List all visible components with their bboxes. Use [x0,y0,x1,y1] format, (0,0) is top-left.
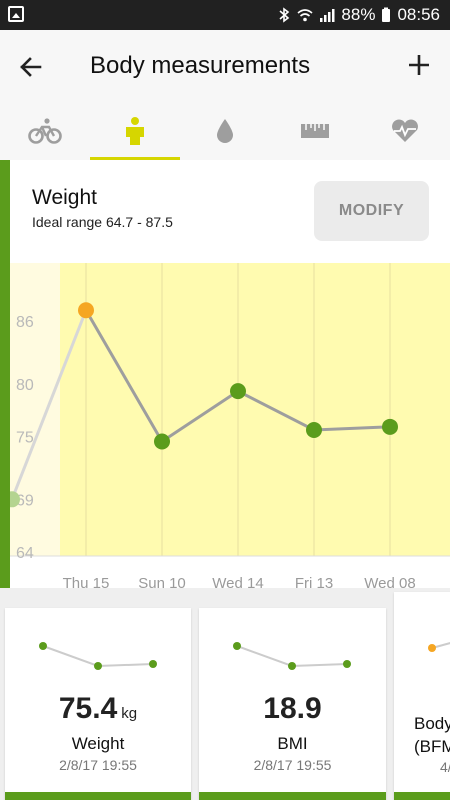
weight-data-point[interactable] [154,433,170,450]
x-tick-label: Fri 13 [295,575,333,588]
tab-measurements[interactable] [270,102,360,160]
tile-accent-bar [199,792,386,800]
weight-data-point[interactable] [306,421,322,438]
bfm-label-2: (BFM [414,737,450,756]
x-tick-label: Wed 08 [364,575,415,588]
drop-icon [217,119,233,143]
y-tick-label: 64 [16,545,34,562]
battery-icon [382,7,391,22]
heart-rate-icon [392,119,418,142]
tile-accent-bar [5,792,191,800]
bmi-sparkline [233,642,351,670]
back-arrow-icon[interactable] [16,52,46,82]
tile-accent-bar [394,792,450,800]
ruler-icon [301,124,329,138]
tab-activity[interactable] [0,102,90,160]
y-tick-label: 75 [16,429,34,446]
status-bar: 88% 08:56 [0,0,450,30]
tab-heart[interactable] [360,102,450,160]
page-title: Body measurements [90,52,311,79]
weight-card: Weight Ideal range 64.7 - 87.5 MODIFY 86… [0,160,450,588]
bmi-date: 2/8/17 19:55 [253,757,332,773]
wifi-icon [297,9,313,22]
y-tick-label: 69 [16,492,34,509]
chart-lead-segment [10,309,88,500]
bmi-value: 18.9 [263,692,322,725]
weight-sparkline [39,642,157,670]
category-tabs [0,102,450,160]
bluetooth-icon [279,7,290,23]
gallery-notification-icon [8,6,24,22]
weight-date: 2/8/17 19:55 [59,757,137,773]
weight-data-point[interactable] [382,418,398,435]
ideal-range-band [60,263,450,556]
bfm-sparkline [428,642,450,652]
y-tick-label: 80 [16,377,34,394]
weight-label: Weight [71,734,125,753]
weight-unit: kg [121,705,138,722]
tab-body[interactable] [90,102,180,160]
clock: 08:56 [397,5,440,24]
x-tick-label: Wed 14 [212,575,263,588]
signal-icon [320,9,335,22]
weight-chart[interactable]: 86 80 75 69 64 Thu 15 Sun 10 Wed 14 Fri 13 Wed 0… [0,260,450,588]
weight-tile[interactable]: 75.4 kg Weight 2/8/17 19:55 [5,608,191,800]
bicycle-icon [28,118,62,144]
bfm-label: Body [414,714,450,733]
modify-button[interactable]: MODIFY [314,181,429,241]
body-fat-tile[interactable]: Body (BFM 4/ [394,592,450,800]
chart-left-band [0,263,60,556]
tab-water[interactable] [180,102,270,160]
weight-value: 75.4 kg [58,692,138,725]
ideal-range: Ideal range 64.7 - 87.5 [32,214,173,230]
x-tick-label: Sun 10 [138,575,186,588]
x-tick-label: Thu 15 [63,575,110,588]
add-icon[interactable] [404,50,434,80]
body-icon [126,117,144,145]
bmi-tile[interactable]: 18.9 BMI 2/8/17 19:55 [199,608,386,800]
bfm-date: 4/ [440,759,450,775]
battery-percent: 88% [341,5,376,24]
app-header: Body measurements [0,30,450,102]
bmi-label: BMI [277,734,308,753]
card-title: Weight [32,186,97,209]
weight-data-point[interactable] [78,302,94,319]
weight-data-point[interactable] [230,383,246,400]
card-accent-bar [0,160,10,588]
y-tick-label: 86 [16,314,34,331]
